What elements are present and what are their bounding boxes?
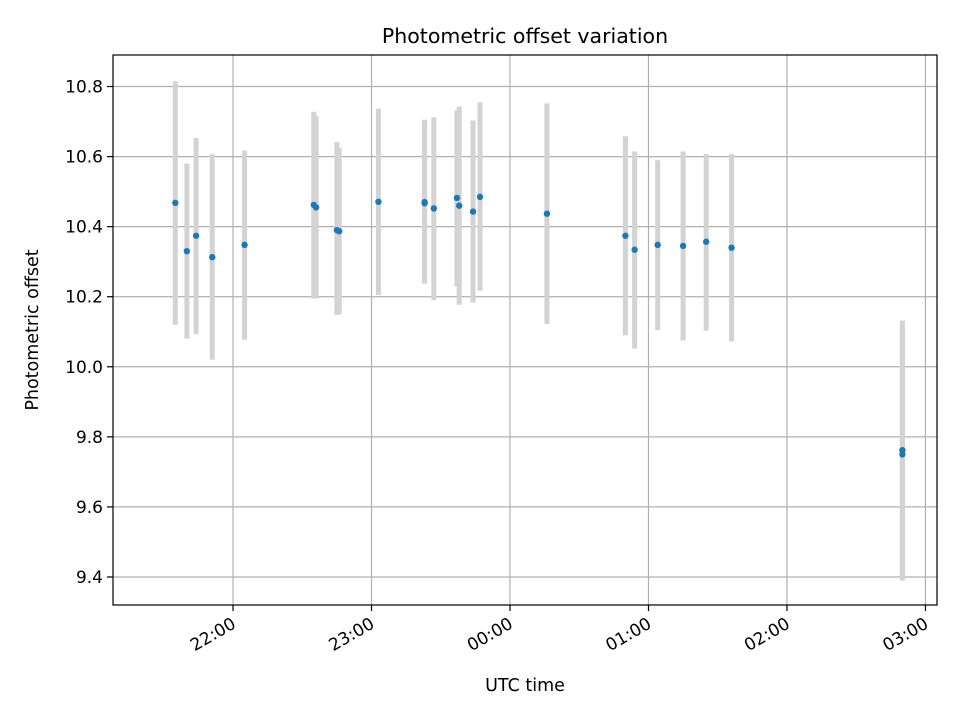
data-point xyxy=(335,228,343,235)
data-point xyxy=(728,244,735,251)
data-points xyxy=(172,193,906,458)
data-point xyxy=(679,242,687,250)
x-axis-label: UTC time xyxy=(485,676,565,696)
data-point xyxy=(654,241,661,249)
data-point xyxy=(469,208,477,215)
y-tick-label: 10.8 xyxy=(65,78,103,98)
y-tick-label: 10.6 xyxy=(65,148,103,168)
data-point xyxy=(702,238,710,245)
data-point xyxy=(456,202,463,209)
y-tick-label: 10.2 xyxy=(65,288,103,308)
y-tick-label: 10.4 xyxy=(65,218,103,238)
y-tick-label: 10.0 xyxy=(65,358,103,378)
data-point xyxy=(192,232,200,239)
data-point xyxy=(453,194,461,202)
y-tick-label: 9.4 xyxy=(76,568,103,588)
y-tick-label: 9.8 xyxy=(76,428,103,448)
data-point xyxy=(622,232,629,239)
y-tick-label: 9.6 xyxy=(76,498,103,518)
data-point xyxy=(312,204,320,211)
data-point xyxy=(209,253,216,261)
plot-frame xyxy=(112,54,938,606)
data-point xyxy=(430,205,438,212)
data-point xyxy=(375,198,382,205)
y-axis-label: Photometric offset xyxy=(23,249,43,410)
data-point xyxy=(183,247,191,255)
data-point xyxy=(543,210,551,217)
grid xyxy=(113,55,937,605)
data-point xyxy=(421,199,428,207)
chart-title: Photometric offset variation xyxy=(382,24,668,48)
data-point xyxy=(241,241,248,249)
data-point xyxy=(899,451,906,458)
data-point xyxy=(476,193,484,201)
y-axis: 9.4 9.6 9.8 10.0 10.2 10.4 10.6 10.8 xyxy=(65,78,113,588)
plot-area-background xyxy=(113,55,937,605)
data-point xyxy=(172,199,179,207)
data-point xyxy=(631,246,638,253)
